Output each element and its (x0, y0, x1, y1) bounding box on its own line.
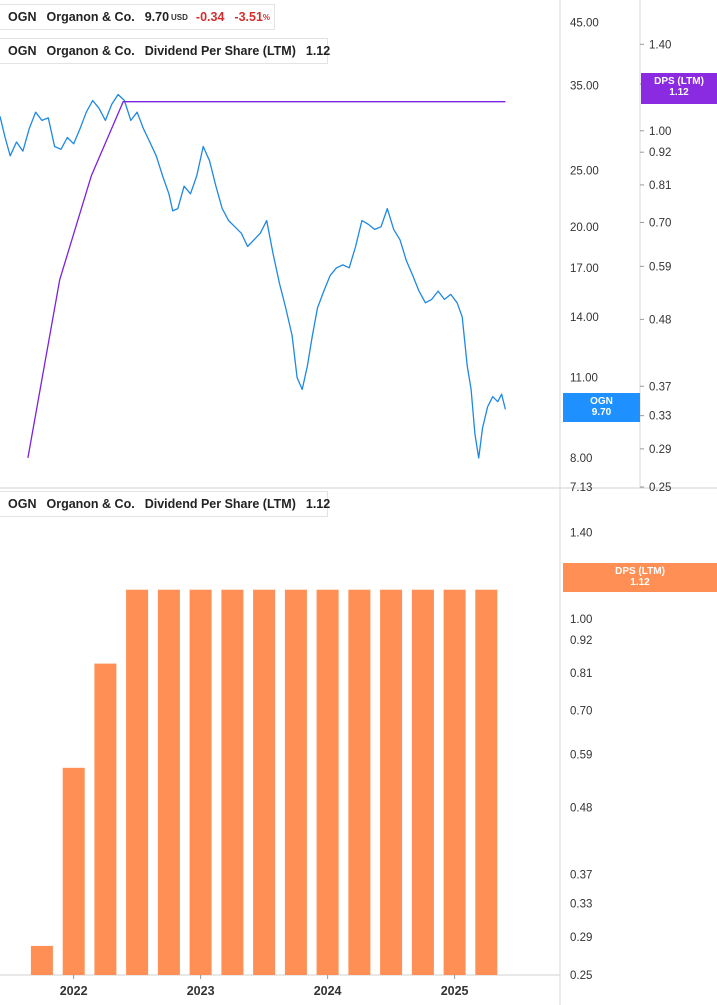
legend-ticker: OGN (8, 44, 37, 58)
dps-bar (30, 945, 53, 975)
bar-axis-tick-label: 1.40 (570, 527, 592, 539)
dps-bar (380, 589, 403, 975)
legend-value: 1.12 (305, 497, 331, 511)
dps-axis-tick-label: 0.59 (649, 261, 671, 273)
legend-value: 1.12 (305, 44, 331, 58)
legend-currency: USD (171, 12, 188, 22)
dps-axis-tick-label: 0.37 (649, 381, 671, 393)
dps-top-tag-label: DPS (LTM) (654, 76, 704, 87)
dps-bar (348, 589, 371, 975)
legend-company: Organon & Co. (46, 44, 135, 58)
dps-axis-tick-label: 0.92 (649, 147, 671, 159)
price-tag-label: OGN (590, 396, 613, 407)
dps-bar (411, 589, 434, 975)
price-series-line (0, 93, 507, 459)
legend-metric: Dividend Per Share (LTM) (144, 497, 296, 511)
dps-axis-tick-label: 0.29 (649, 444, 671, 456)
x-axis-tick-label: 2024 (314, 984, 342, 998)
price-axis-tick-label: 25.00 (570, 166, 599, 178)
price-axis-tick-label: 14.00 (570, 312, 599, 324)
dps-bar (94, 663, 117, 975)
legend-company: Organon & Co. (46, 10, 135, 24)
dps-bottom-tag-label: DPS (LTM) (615, 566, 665, 577)
bar-axis-tick-label: 0.70 (570, 705, 592, 717)
price-axis-tick-label: 35.00 (570, 81, 599, 93)
bar-axis-tick-label: 1.00 (570, 614, 592, 626)
price-axis-tick-label: 8.00 (570, 453, 592, 465)
dps-bar (316, 589, 339, 975)
bar-axis-tick-label: 0.37 (570, 869, 592, 881)
legend-dps-top[interactable]: OGN Organon & Co. Dividend Per Share (LT… (0, 38, 331, 64)
dps-series-line (27, 101, 506, 459)
dps-axis-tick-label: 0.81 (649, 180, 671, 192)
legend-ticker: OGN (8, 10, 37, 24)
legend-dps-bottom[interactable]: OGN Organon & Co. Dividend Per Share (LT… (0, 491, 331, 517)
dps-bar (157, 589, 180, 975)
legend-price[interactable]: OGN Organon & Co. 9.70 USD -0.34 -3.51 % (0, 4, 275, 30)
legend-metric: Dividend Per Share (LTM) (144, 44, 296, 58)
legend-company: Organon & Co. (46, 497, 135, 511)
legend-ticker: OGN (8, 497, 37, 511)
dps-axis-tick-label: 1.00 (649, 126, 671, 138)
legend-change-pct: -3.51 (234, 10, 263, 24)
dps-bar (253, 589, 276, 975)
dps-top-tag: DPS (LTM) 1.12 (641, 73, 717, 104)
dps-axis-tick-label: 0.48 (649, 314, 671, 326)
price-axis-tick-label: 11.00 (570, 373, 598, 385)
bar-axis-tick-label: 0.92 (570, 635, 592, 647)
dps-bar (284, 589, 307, 975)
price-tag-value: 9.70 (591, 407, 612, 418)
dps-bar (475, 589, 498, 975)
price-axis-tick-label: 45.00 (570, 17, 599, 29)
bar-axis-tick-label: 0.29 (570, 932, 592, 944)
dps-axis-tick-label: 1.40 (649, 39, 671, 51)
dps-axis-tick-label: 0.33 (649, 411, 671, 423)
dps-bar (189, 589, 212, 975)
x-axis-tick-label: 2025 (441, 984, 469, 998)
legend-price-value: 9.70 (144, 10, 170, 24)
dps-bar (62, 767, 85, 975)
bar-axis-tick-label: 0.33 (570, 899, 592, 911)
bar-axis-tick-label: 0.81 (570, 668, 592, 680)
dps-bar (443, 589, 466, 975)
price-axis-tick-label: 17.00 (570, 263, 599, 275)
price-tag: OGN 9.70 (563, 393, 640, 422)
legend-pct-sign: % (262, 12, 271, 22)
bar-axis-tick-label: 0.25 (570, 970, 592, 982)
price-axis-tick-label: 7.13 (570, 482, 592, 494)
dps-axis-tick-label: 0.25 (649, 482, 671, 494)
dps-axis-tick-label: 0.70 (649, 217, 671, 229)
dps-bottom-tag: DPS (LTM) 1.12 (563, 563, 717, 592)
dps-bottom-tag-value: 1.12 (630, 577, 650, 588)
bar-axis-tick-label: 0.48 (570, 802, 592, 814)
dps-bar (221, 589, 244, 975)
bar-axis-tick-label: 0.59 (570, 749, 592, 761)
x-axis-tick-label: 2022 (60, 984, 88, 998)
x-axis-tick-label: 2023 (187, 984, 215, 998)
dps-bar (126, 589, 149, 975)
legend-change: -0.34 (195, 10, 225, 24)
dps-top-tag-value: 1.12 (669, 87, 689, 98)
price-axis-tick-label: 20.00 (570, 222, 599, 234)
